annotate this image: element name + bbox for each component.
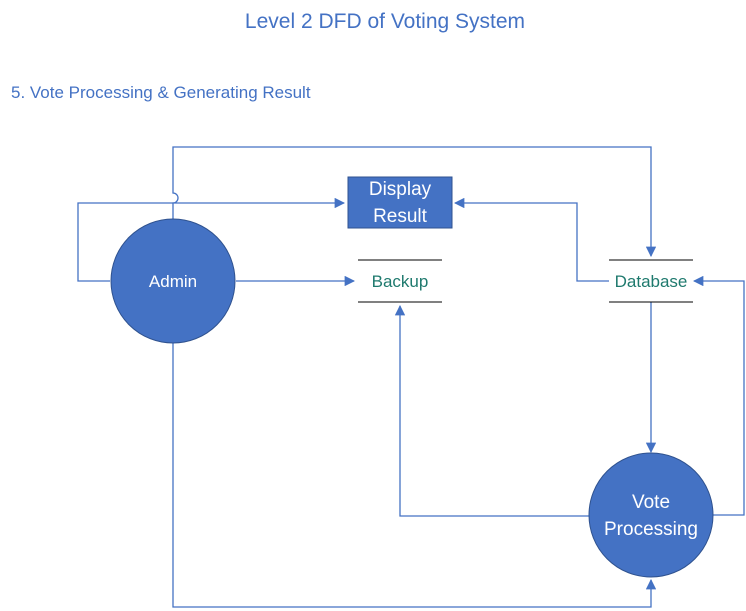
flow-vote-processing-to-backup <box>394 304 589 517</box>
flow-database-to-display-result <box>453 197 609 282</box>
display-result-label-line1: Display <box>369 179 432 200</box>
flow-admin-to-display-result <box>77 197 346 282</box>
database-label: Database <box>615 272 688 291</box>
diagram-title: Level 2 DFD of Voting System <box>244 10 526 33</box>
diagram-subtitle: 5. Vote Processing & Generating Result <box>11 83 311 102</box>
vote-processing-label-line2: Processing <box>604 519 698 540</box>
flow-admin-to-vote-processing <box>172 343 657 608</box>
display-result-box: Display Result <box>347 176 453 229</box>
vote-processing-label-line1: Vote <box>632 492 670 513</box>
display-result-label-line2: Result <box>373 206 428 227</box>
admin-label: Admin <box>149 272 197 291</box>
database-data-store: Database <box>609 259 693 303</box>
vote-processing-node: Vote Processing <box>588 452 714 578</box>
backup-label: Backup <box>372 272 429 291</box>
backup-data-store: Backup <box>358 259 442 303</box>
flow-vote-processing-to-database <box>692 275 745 516</box>
admin-node: Admin <box>110 218 236 344</box>
